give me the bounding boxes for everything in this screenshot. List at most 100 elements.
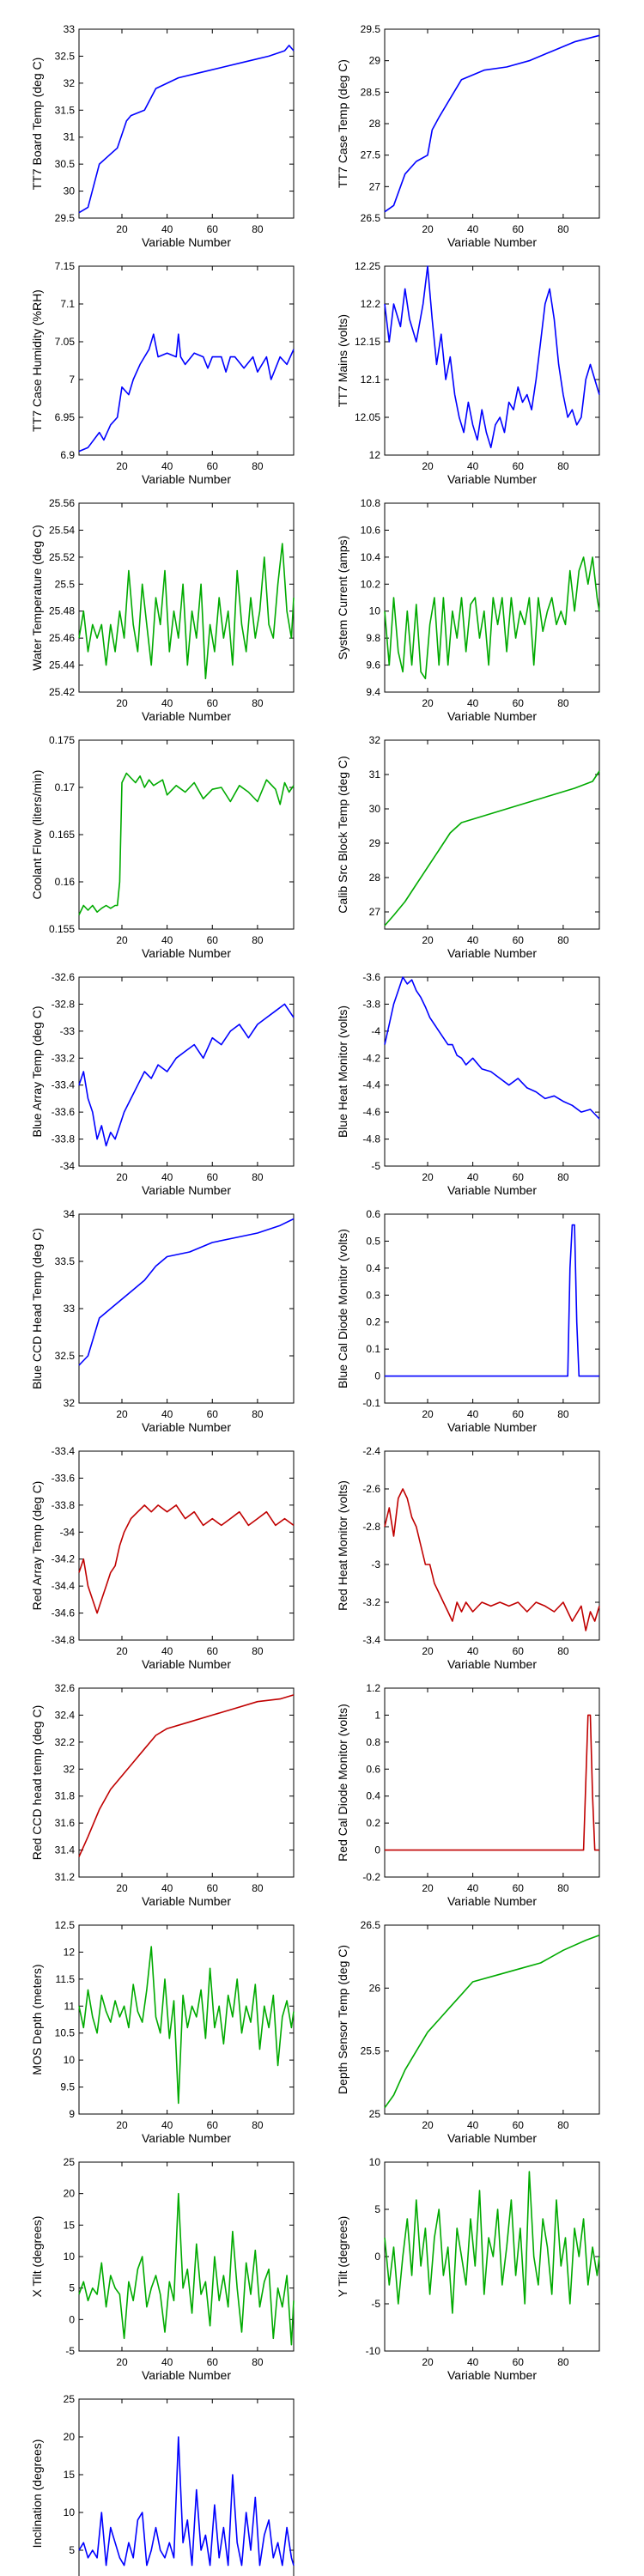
y-tick-label: 12.05 — [355, 411, 380, 423]
y-tick-label: 32 — [64, 1763, 76, 1775]
chart-10: 20 40 60 80 -5 -4.8 -4.6 -4.4 -4.2 -4 -3.8 -3.6 Vari… — [336, 971, 600, 1197]
plot-frame — [384, 1213, 600, 1404]
y-tick-label: 9.4 — [366, 686, 380, 698]
y-axis-label: Coolant Flow (liters/min) — [30, 770, 44, 900]
y-tick-label: 12.15 — [355, 336, 380, 348]
y-tick-label: 31.4 — [55, 1844, 76, 1856]
chart-1: 20 40 60 80 29.5 30 30.5 31 31.5 32 32.5 33 Variable… — [30, 23, 295, 249]
x-tick-label: 20 — [116, 2119, 128, 2131]
y-tick-label: -0.1 — [362, 1397, 380, 1409]
x-tick-label: 40 — [161, 1882, 173, 1894]
x-tick-label: 40 — [161, 1171, 173, 1183]
series-line — [78, 2436, 295, 2567]
plot-frame — [78, 1687, 295, 1878]
y-tick-label: 25.48 — [49, 605, 75, 617]
y-tick-label: 0.16 — [55, 876, 76, 888]
y-tick-label: 0.8 — [366, 1736, 380, 1748]
y-tick-label: 10.4 — [361, 551, 381, 563]
y-tick-label: 0.6 — [366, 1763, 380, 1775]
x-tick-label: 80 — [252, 697, 264, 709]
y-tick-label: 0.17 — [55, 781, 76, 793]
chart-19: 20 40 60 80 -5 0 5 10 15 20 25 Variable Number X Til… — [30, 2156, 295, 2382]
y-tick-label: 0.175 — [49, 734, 75, 746]
y-tick-label: 0.165 — [49, 829, 75, 841]
x-axis-label: Variable Number — [447, 235, 537, 249]
x-tick-label: 20 — [116, 1882, 128, 1894]
y-tick-label: 20 — [64, 2188, 76, 2200]
chart-20: 20 40 60 80 -10 -5 0 5 10 Variable Number Y Tilt (… — [336, 2156, 600, 2382]
y-axis-label: Inclination (degrees) — [30, 2439, 44, 2549]
y-axis-label: TT7 Case Temp (deg C) — [336, 59, 349, 188]
x-tick-label: 80 — [557, 1171, 569, 1183]
y-tick-label: 25.52 — [49, 551, 75, 563]
x-axis-label: Variable Number — [142, 1420, 231, 1434]
x-tick-label: 80 — [557, 1408, 569, 1420]
y-tick-label: 32.4 — [55, 1709, 76, 1721]
y-tick-label: -33.8 — [52, 1133, 76, 1145]
x-tick-label: 20 — [422, 460, 434, 472]
x-tick-label: 20 — [116, 1645, 128, 1657]
y-tick-label: 29.5 — [55, 212, 76, 224]
y-tick-label: 11 — [64, 2000, 76, 2012]
x-axis-label: Variable Number — [142, 709, 231, 723]
y-tick-label: 25.54 — [49, 524, 75, 536]
y-tick-label: 25.42 — [49, 686, 75, 698]
x-axis-label: Variable Number — [447, 1183, 537, 1197]
y-tick-label: 33.5 — [55, 1255, 76, 1267]
x-tick-label: 20 — [422, 2356, 434, 2368]
x-tick-label: 60 — [513, 1171, 525, 1183]
series-line — [78, 543, 295, 680]
y-tick-label: 25.5 — [361, 2045, 381, 2057]
x-axis-label: Variable Number — [447, 946, 537, 960]
x-tick-label: 60 — [207, 1408, 219, 1420]
y-axis-label: Water Temperature (deg C) — [30, 525, 44, 671]
y-tick-label: 0 — [374, 1370, 380, 1382]
plot-frame — [384, 1924, 600, 2115]
y-tick-label: 0.4 — [366, 1790, 380, 1802]
x-tick-label: 40 — [467, 697, 479, 709]
plot-frame — [78, 1450, 295, 1641]
x-tick-label: 80 — [557, 934, 569, 946]
y-tick-label: 9 — [69, 2108, 75, 2120]
y-tick-label: 28 — [369, 118, 381, 130]
x-tick-label: 40 — [467, 934, 479, 946]
x-tick-label: 80 — [252, 460, 264, 472]
y-tick-label: 29 — [369, 55, 381, 67]
x-tick-label: 60 — [513, 2356, 525, 2368]
y-tick-label: 32.5 — [55, 50, 76, 62]
y-tick-label: 12.2 — [361, 298, 381, 310]
x-tick-label: 80 — [252, 2356, 264, 2368]
y-tick-label: 27 — [369, 180, 381, 192]
y-tick-label: -34.6 — [52, 1607, 76, 1619]
series-line — [78, 772, 295, 915]
y-tick-label: 6.9 — [60, 449, 75, 461]
y-tick-label: 0.6 — [366, 1208, 380, 1220]
y-axis-label: TT7 Mains (volts) — [336, 314, 349, 407]
x-axis-label: Variable Number — [142, 2368, 231, 2382]
y-tick-label: 1 — [374, 1709, 380, 1721]
y-tick-label: 0.2 — [366, 1817, 380, 1829]
x-tick-label: 80 — [252, 1408, 264, 1420]
y-tick-label: -3.8 — [362, 998, 380, 1010]
y-tick-label: 12 — [64, 1946, 76, 1958]
y-tick-label: 32.5 — [55, 1350, 76, 1362]
y-tick-label: -33 — [60, 1025, 76, 1037]
series-line — [78, 2192, 295, 2346]
x-tick-label: 20 — [422, 934, 434, 946]
x-tick-label: 60 — [207, 2356, 219, 2368]
series-line — [384, 34, 600, 213]
y-tick-label: 6.95 — [55, 411, 76, 423]
x-tick-label: 40 — [161, 2356, 173, 2368]
x-tick-label: 20 — [116, 697, 128, 709]
y-tick-label: 0.5 — [366, 1235, 380, 1247]
y-tick-label: 10.2 — [361, 578, 381, 590]
y-tick-label: 0.4 — [366, 1262, 380, 1274]
x-tick-label: 20 — [116, 1408, 128, 1420]
x-tick-label: 40 — [467, 2356, 479, 2368]
y-tick-label: 27 — [369, 906, 381, 918]
x-tick-label: 20 — [116, 460, 128, 472]
x-tick-label: 20 — [116, 2356, 128, 2368]
x-tick-label: 40 — [161, 934, 173, 946]
x-axis-label: Variable Number — [142, 1657, 231, 1671]
x-tick-label: 80 — [557, 1645, 569, 1657]
